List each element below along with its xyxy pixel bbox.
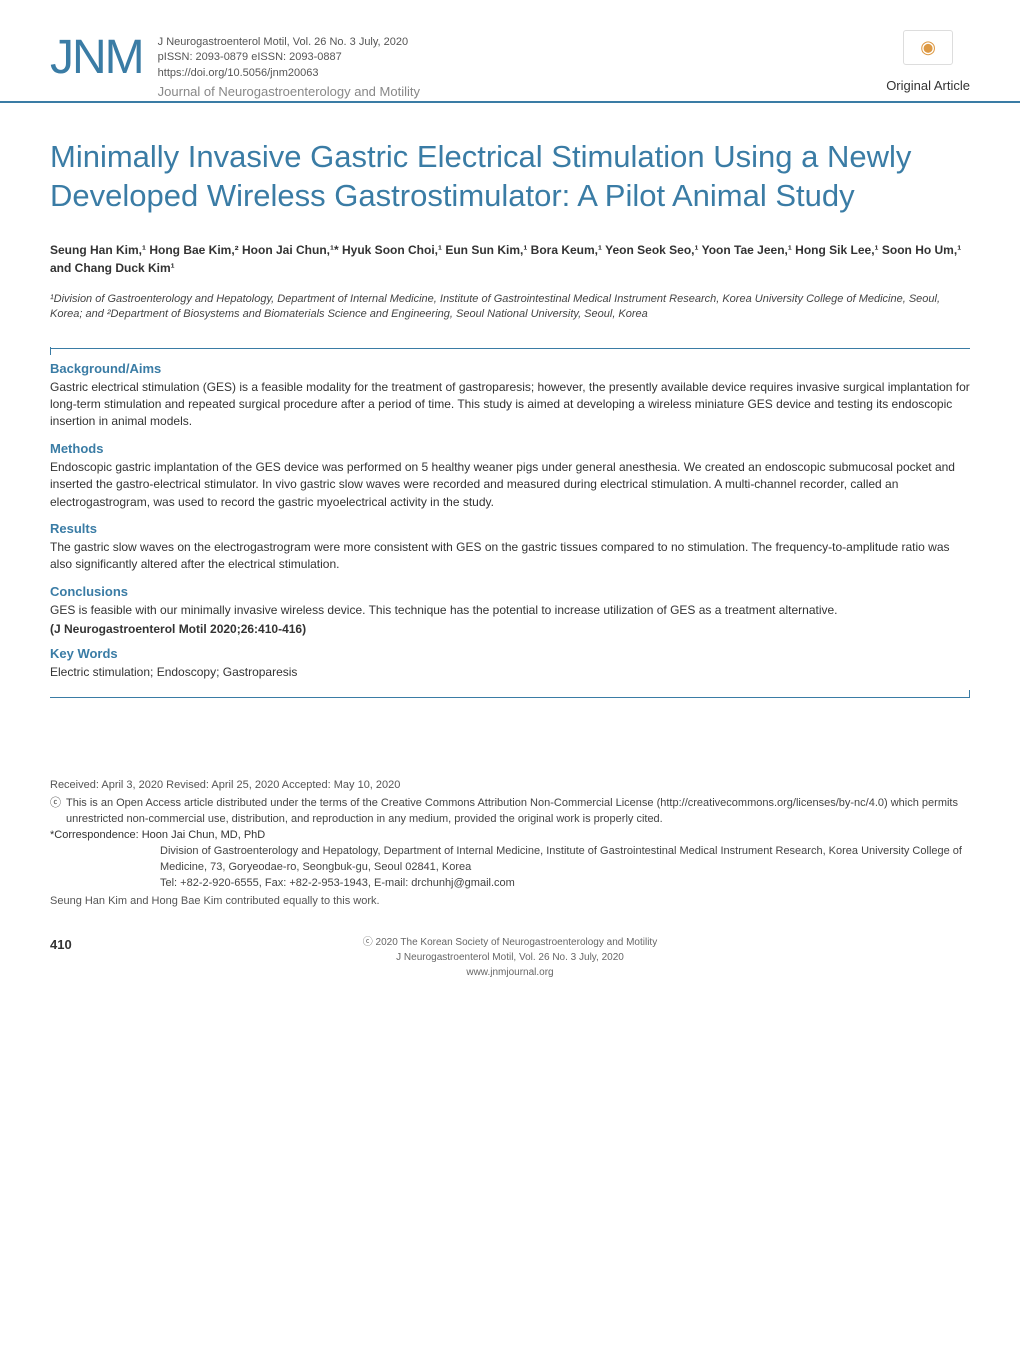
page-footer-wrap: 410 ⓒ 2020 The Korean Society of Neuroga… [0,935,1020,1000]
article-type-label: Original Article [886,78,970,93]
authors-list: Seung Han Kim,¹ Hong Bae Kim,² Hoon Jai … [0,241,1020,287]
abstract-box: Background/Aims Gastric electrical stimu… [50,348,970,698]
cc-icon: ⓒ [50,796,61,828]
correspondence-label: *Correspondence: Hoon Jai Chun, MD, PhD [50,828,970,844]
affiliations: ¹Division of Gastroenterology and Hepato… [0,287,1020,338]
abstract-citation: (J Neurogastroenterol Motil 2020;26:410-… [50,622,970,636]
contribution-note: Seung Han Kim and Hong Bae Kim contribut… [50,894,970,910]
abstract-text-conclusions: GES is feasible with our minimally invas… [50,602,970,619]
article-title: Minimally Invasive Gastric Electrical St… [50,138,970,216]
keywords-text: Electric stimulation; Endoscopy; Gastrop… [50,664,970,681]
correspondence-contact: Tel: +82-2-920-6555, Fax: +82-2-953-1943… [160,876,970,892]
footer-citation: J Neurogastroenterol Motil, Vol. 26 No. … [0,950,1020,965]
page-footer: 410 ⓒ 2020 The Korean Society of Neuroga… [0,935,1020,1000]
journal-meta: J Neurogastroenterol Motil, Vol. 26 No. … [158,30,887,101]
abstract-text-results: The gastric slow waves on the electrogas… [50,539,970,574]
correspondence-address: Division of Gastroenterology and Hepatol… [160,844,970,876]
abstract-heading-methods: Methods [50,441,970,456]
page-number: 410 [50,935,72,955]
abstract-heading-results: Results [50,521,970,536]
article-footer: Received: April 3, 2020 Revised: April 2… [50,778,970,911]
abstract-heading-conclusions: Conclusions [50,584,970,599]
title-block: Minimally Invasive Gastric Electrical St… [0,103,1020,241]
dates-line: Received: April 3, 2020 Revised: April 2… [50,778,970,794]
abstract-text-methods: Endoscopic gastric implantation of the G… [50,459,970,511]
abstract-text-background: Gastric electrical stimulation (GES) is … [50,379,970,431]
journal-full-name: Journal of Neurogastroenterology and Mot… [158,83,887,101]
crossmark-icon[interactable]: ◉ [903,30,953,65]
journal-issn-line: pISSN: 2093-0879 eISSN: 2093-0887 [158,50,887,65]
abstract-heading-background: Background/Aims [50,361,970,376]
footer-url: www.jnmjournal.org [0,965,1020,980]
journal-doi-line: https://doi.org/10.5056/jnm20063 [158,66,887,81]
keywords-heading: Key Words [50,646,970,661]
footer-copyright: ⓒ 2020 The Korean Society of Neurogastro… [0,935,1020,950]
license-line: ⓒ This is an Open Access article distrib… [50,796,970,828]
journal-header: JNM J Neurogastroenterol Motil, Vol. 26 … [0,0,1020,103]
journal-citation-line: J Neurogastroenterol Motil, Vol. 26 No. … [158,35,887,50]
license-text: This is an Open Access article distribut… [66,796,970,828]
journal-logo: JNM [50,30,143,85]
header-badges: ◉ Original Article [886,30,970,93]
